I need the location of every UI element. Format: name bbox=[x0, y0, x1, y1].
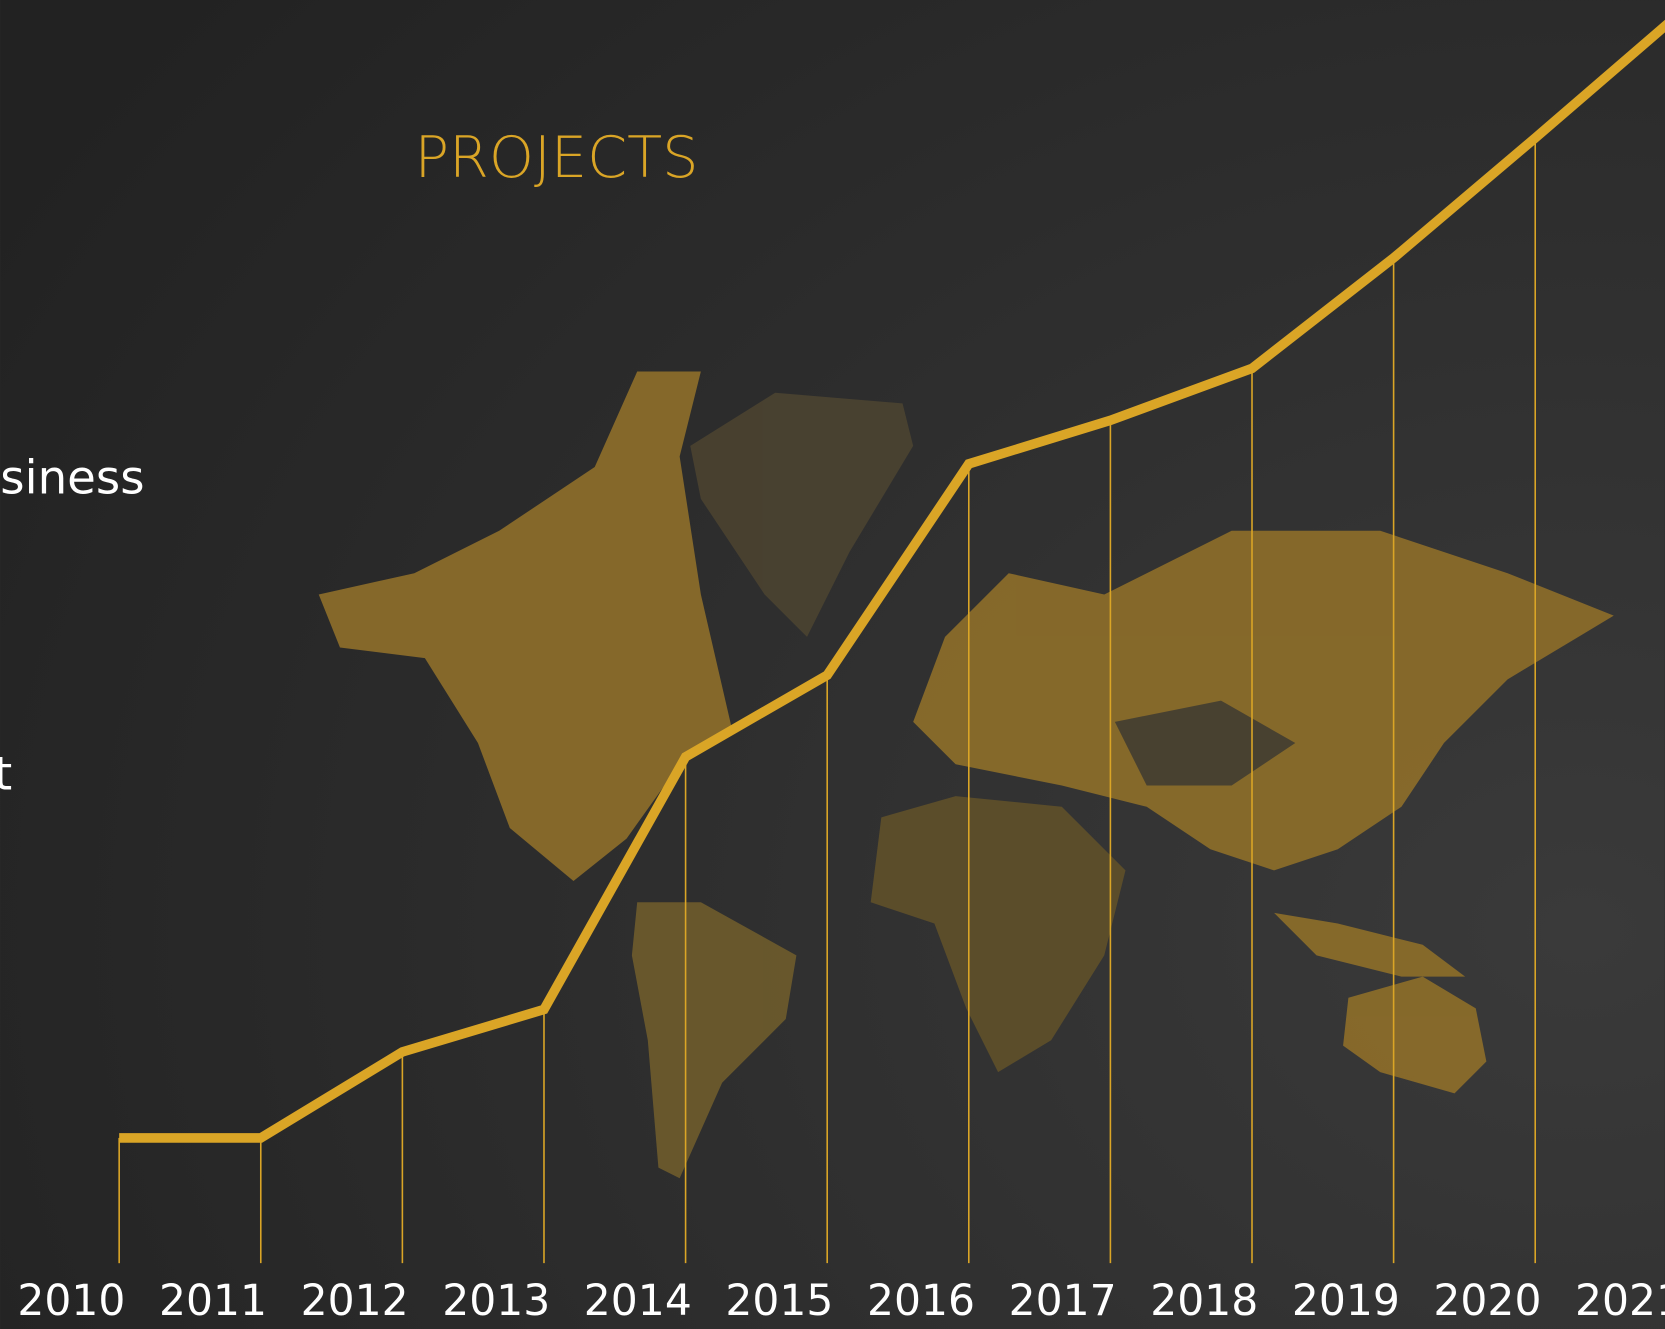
x-tick-label: 2016 bbox=[867, 1277, 975, 1326]
x-tick-label: 2011 bbox=[159, 1277, 267, 1326]
x-tick-label: 2017 bbox=[1009, 1277, 1117, 1326]
x-tick-label: 2010 bbox=[17, 1277, 125, 1326]
line bbox=[119, 19, 1665, 1143]
annotation: t bbox=[0, 748, 12, 802]
x-tick-label: 2018 bbox=[1150, 1277, 1258, 1326]
chart-title: PROJECTS bbox=[414, 124, 698, 191]
world-map bbox=[318, 371, 1614, 1179]
x-tick-label: 2020 bbox=[1433, 1277, 1541, 1326]
x-tick-label: 2019 bbox=[1292, 1277, 1400, 1326]
x-tick-label: 2012 bbox=[301, 1277, 409, 1326]
annotation: siness bbox=[0, 451, 144, 505]
x-tick-label: 2013 bbox=[442, 1277, 550, 1326]
x-tick-label: 2014 bbox=[584, 1277, 692, 1326]
x-tick-label: 2021 bbox=[1575, 1277, 1665, 1326]
x-tick-label: 2015 bbox=[725, 1277, 833, 1326]
